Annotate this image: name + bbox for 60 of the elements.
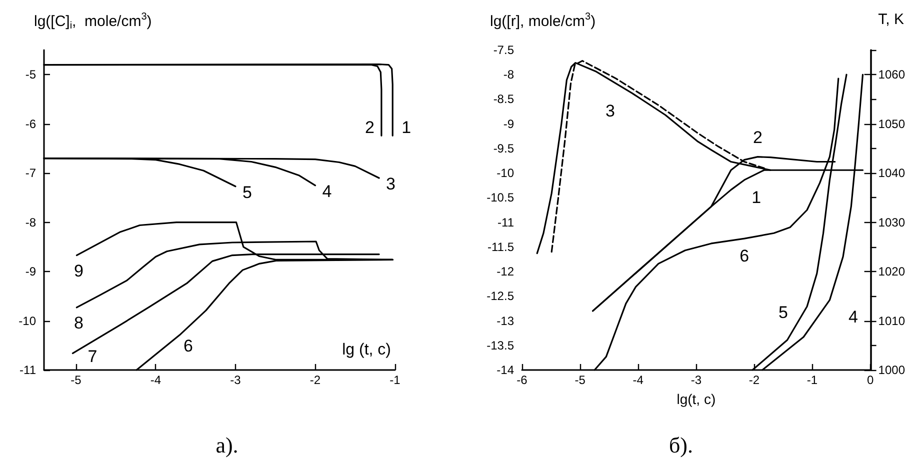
x-tick-label: -1 xyxy=(806,373,818,387)
x-tick-label: -2 xyxy=(310,373,321,387)
y-tick-label: -8 xyxy=(503,68,514,82)
series-label: 7 xyxy=(88,346,98,366)
y-tick-label: -13 xyxy=(496,314,514,328)
series-label: 3 xyxy=(606,101,616,120)
x-tick-label: -3 xyxy=(230,373,242,387)
y-tick-label: -11 xyxy=(498,215,514,230)
y2-tick-label: 1050 xyxy=(878,116,906,131)
y-tick-label: -9 xyxy=(503,116,514,131)
series-label: 6 xyxy=(184,336,194,356)
y-tick-label: -9.5 xyxy=(493,141,514,156)
y-tick-label: -7 xyxy=(25,166,36,180)
series-label: 4 xyxy=(322,182,332,201)
y-tick-label: -8.5 xyxy=(493,92,514,106)
y2-tick-label: 1030 xyxy=(878,215,906,230)
series-label: 2 xyxy=(364,118,374,138)
y-tick-label: -5 xyxy=(25,68,36,82)
y2-tick-label: 1040 xyxy=(878,166,906,180)
x-tick-label: -5 xyxy=(574,373,586,387)
x-tick-label: -4 xyxy=(150,373,162,387)
y-tick-label: -10 xyxy=(496,166,514,180)
x-tick-label: -1 xyxy=(390,373,401,387)
series-label: 6 xyxy=(740,246,750,266)
y-tick-label: -8 xyxy=(25,215,36,230)
x-tick-label: -3 xyxy=(690,373,702,387)
y-tick-label: -11 xyxy=(20,363,36,377)
series-label: 2 xyxy=(752,128,762,147)
y2-tick-label: 1020 xyxy=(878,264,906,279)
x-tick-label: -5 xyxy=(70,373,82,387)
y2-tick-label: 1060 xyxy=(878,68,906,82)
series-label: 1 xyxy=(752,188,762,207)
series-label: 4 xyxy=(848,308,858,327)
y-tick-label: -7.5 xyxy=(493,43,514,57)
y-tick-label: -6 xyxy=(25,116,36,131)
x-axis-title: lg(t, c) xyxy=(676,391,716,407)
y-tick-label: -10 xyxy=(18,314,36,328)
y-tick-label: -10.5 xyxy=(486,190,514,205)
y-tick-label: -12.5 xyxy=(486,289,514,304)
y-tick-label: -13.5 xyxy=(486,338,514,352)
text: б). xyxy=(668,432,694,458)
series-label: 8 xyxy=(74,313,84,332)
x-tick-label: -6 xyxy=(516,373,528,387)
y-tick-label: -14 xyxy=(496,363,514,377)
x-axis-title: lg (t, c) xyxy=(342,342,391,358)
y-tick-label: -11.5 xyxy=(488,240,514,254)
series-label: 3 xyxy=(386,174,396,194)
series-label: 5 xyxy=(778,302,788,322)
y2-tick-label: 1000 xyxy=(878,363,906,377)
y-tick-label: -9 xyxy=(25,264,36,279)
series-label: 5 xyxy=(242,182,252,202)
series-label: 9 xyxy=(74,261,84,280)
x-tick-label: -4 xyxy=(632,373,644,387)
y2-tick-label: 1010 xyxy=(878,314,906,328)
series-label: 1 xyxy=(402,118,412,138)
x-tick-label: 0 xyxy=(866,373,874,387)
x-tick-label: -2 xyxy=(748,373,760,387)
y-tick-label: -12 xyxy=(496,264,514,279)
text: а). xyxy=(216,432,238,458)
y2-axis-title: T, K xyxy=(878,11,904,28)
